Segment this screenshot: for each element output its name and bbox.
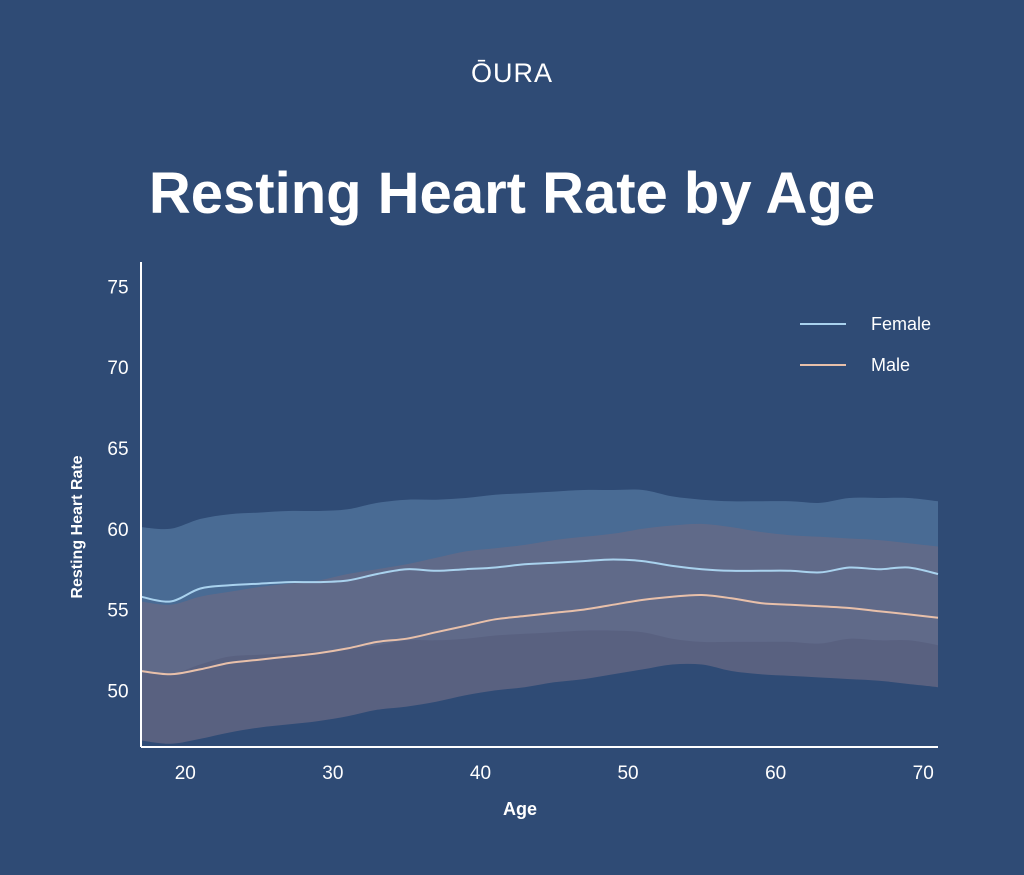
- x-tick-label: 20: [175, 763, 196, 784]
- x-tick-label: 70: [913, 763, 934, 784]
- y-tick-label: 65: [107, 439, 128, 460]
- y-tick-label: 70: [107, 358, 128, 379]
- x-tick-label: 60: [765, 763, 786, 784]
- x-tick-label: 40: [470, 763, 491, 784]
- x-tick-label: 50: [617, 763, 638, 784]
- axes: [140, 262, 938, 748]
- y-tick-label: 55: [107, 601, 128, 622]
- legend-label-female: Female: [871, 314, 931, 334]
- y-tick-label: 50: [107, 681, 128, 702]
- y-tick-label: 60: [107, 520, 128, 541]
- tick-labels: 50 55 60 65 70 75 20 30 40 50 60 70: [107, 277, 933, 784]
- legend: Female Male: [800, 314, 931, 375]
- brand-logo: ŌURA: [470, 58, 553, 88]
- series-line-female: [140, 558, 939, 603]
- y-axis-label: Resting Heart Rate: [69, 455, 86, 598]
- x-axis-label: Age: [503, 799, 537, 819]
- series-lines: [140, 558, 939, 676]
- x-tick-label: 30: [322, 763, 343, 784]
- legend-label-male: Male: [871, 355, 910, 375]
- chart-title: Resting Heart Rate by Age: [148, 161, 876, 226]
- band-male: [141, 523, 938, 744]
- series-line-male: [140, 593, 939, 676]
- confidence-bands: [141, 489, 938, 744]
- y-tick-label: 75: [107, 277, 128, 298]
